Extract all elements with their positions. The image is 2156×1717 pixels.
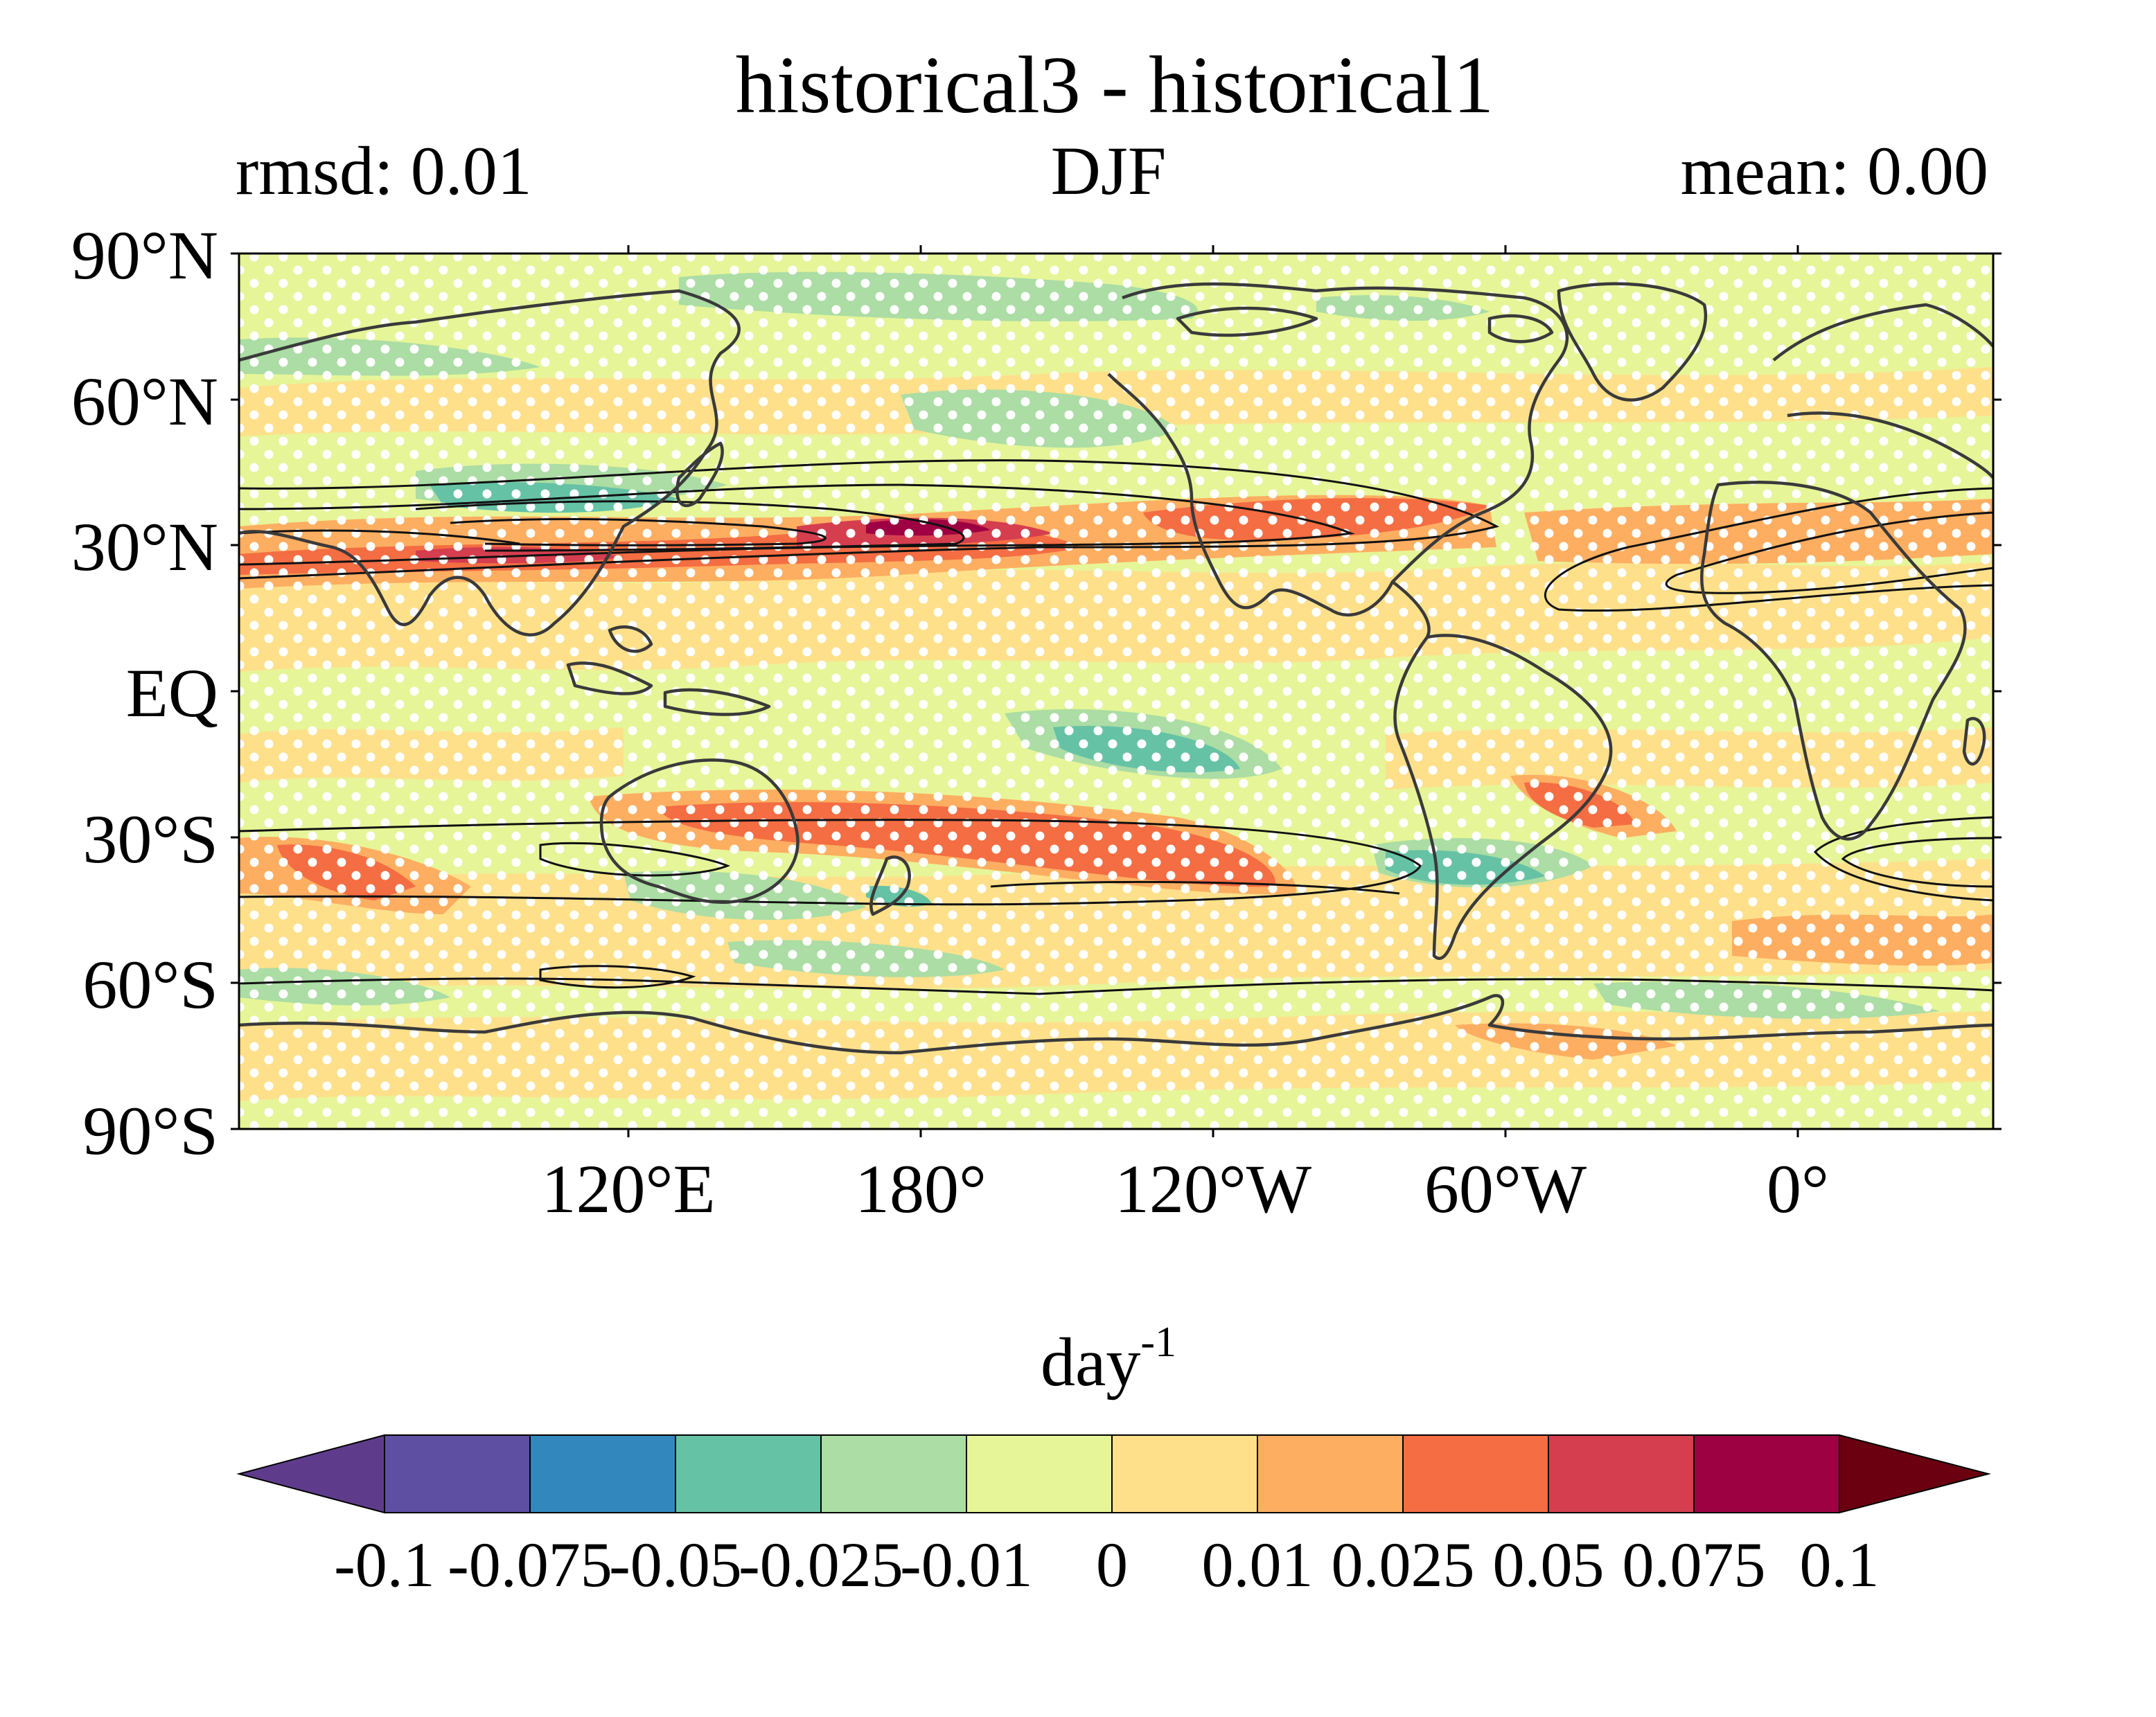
map-title: historical3 - historical1 [736, 39, 1494, 130]
lon-tick-label: 180° [855, 1150, 987, 1227]
colorbar-tick-label: 0.025 [1332, 1529, 1475, 1600]
colorbar-tick-label: 0.05 [1493, 1529, 1605, 1600]
colorbar-tick-label: -0.1 [334, 1529, 435, 1600]
colorbar-tick-label: 0 [1096, 1529, 1128, 1600]
colorbar-segment [529, 1434, 676, 1513]
colorbar-segment [384, 1434, 531, 1513]
lat-tick-label: 90°S [82, 1092, 218, 1169]
colorbar-tick-label: -0.025 [739, 1529, 903, 1600]
colorbar-tick-label: 0.1 [1800, 1529, 1880, 1600]
lon-labels: 120°E 180° 120°W 60°W 0° [541, 1150, 1829, 1227]
significance-stippling [239, 253, 1993, 1129]
lat-tick-label: 60°N [71, 363, 218, 440]
lat-tick-label: 60°S [82, 946, 218, 1023]
colorbar-label: day-1 [1041, 1319, 1176, 1400]
colorbar-extend-high [1839, 1434, 1991, 1514]
lat-tick-label: 30°N [71, 508, 218, 585]
coastlines [239, 282, 1993, 1055]
colorbar-segment [1548, 1434, 1695, 1513]
lat-tick-label: 30°S [82, 801, 218, 878]
colorbar-tick-labels: -0.1 -0.075-0.05-0.025-0.01 0 0.01 0.025 0.05… [334, 1529, 1879, 1600]
lon-tick-label: 120°E [541, 1150, 715, 1227]
lat-labels: 90°N 60°N 30°N EQ 30°S 60°S 90°S [71, 217, 218, 1169]
colorbar-segment [1257, 1434, 1404, 1513]
colorbar-label-exponent: -1 [1140, 1319, 1176, 1366]
lon-tick-label: 120°W [1115, 1150, 1312, 1227]
colorbar-extend-low [236, 1434, 385, 1514]
lon-ticks [627, 245, 1799, 1137]
colorbar-label-base: day [1041, 1324, 1140, 1400]
colorbar-segment [820, 1434, 967, 1513]
colorbar-segment [1402, 1434, 1549, 1513]
mean-label: mean: 0.00 [1681, 132, 1988, 209]
map-panel [239, 253, 1993, 1129]
colorbar-tick-label: -0.01 [900, 1529, 1033, 1600]
lon-tick-label: 60°W [1424, 1150, 1587, 1227]
season-label: DJF [1051, 132, 1167, 209]
lat-tick-label: EQ [126, 655, 218, 731]
lon-tick-label: 0° [1767, 1150, 1829, 1227]
colorbar-segment [966, 1434, 1113, 1513]
rmsd-label: rmsd: 0.01 [236, 132, 532, 209]
colorbar-tick-label: 0.01 [1202, 1529, 1314, 1600]
colorbar-tick-label: 0.075 [1623, 1529, 1766, 1600]
colorbar-segment [1111, 1434, 1258, 1513]
colorbar [236, 1434, 1991, 1514]
colorbar-tick-label: -0.05 [609, 1529, 742, 1600]
colorbar-segment [1693, 1434, 1840, 1513]
colorbar-segment [675, 1434, 822, 1513]
colorbar-tick-label: -0.075 [448, 1529, 612, 1600]
lat-tick-label: 90°N [71, 217, 218, 294]
lat-ticks [231, 252, 2002, 1130]
